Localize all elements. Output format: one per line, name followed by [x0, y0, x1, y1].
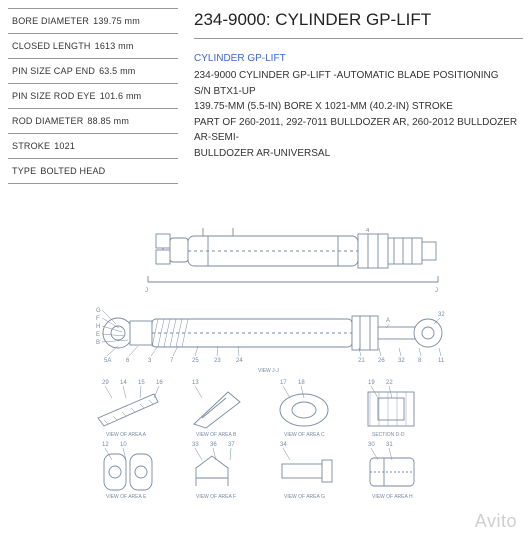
spec-row: ROD DIAMETER 88.85 mm: [8, 108, 178, 134]
spec-value: 88.85 mm: [87, 116, 129, 126]
svg-text:SECTION D-D: SECTION D-D: [372, 432, 405, 438]
spec-value: 63.5 mm: [99, 66, 135, 76]
watermark: Avito: [475, 511, 517, 532]
svg-text:25: 25: [192, 358, 199, 364]
svg-text:J: J: [435, 288, 438, 294]
spec-label: CLOSED LENGTH: [12, 41, 91, 51]
svg-text:34: 34: [280, 442, 287, 448]
part-subtitle: CYLINDER GP-LIFT: [194, 53, 523, 64]
svg-text:24: 24: [236, 358, 243, 364]
svg-text:31: 31: [386, 442, 393, 448]
svg-text:22: 22: [386, 380, 393, 386]
svg-text:37: 37: [228, 442, 235, 448]
svg-text:14: 14: [120, 380, 127, 386]
svg-text:A: A: [386, 318, 390, 324]
description-line: 234-9000 CYLINDER GP-LIFT -AUTOMATIC BLA…: [194, 68, 523, 84]
svg-text:5A: 5A: [104, 358, 111, 364]
part-title: 234-9000: CYLINDER GP-LIFT: [194, 10, 523, 39]
svg-text:E: E: [96, 332, 100, 338]
spec-label: PIN SIZE CAP END: [12, 66, 95, 76]
svg-text:33: 33: [192, 442, 199, 448]
svg-text:32: 32: [398, 358, 405, 364]
svg-text:10: 10: [120, 442, 127, 448]
svg-text:3: 3: [148, 358, 152, 364]
svg-text:VIEW OF AREA F: VIEW OF AREA F: [196, 494, 236, 500]
spec-row: STROKE 1021: [8, 133, 178, 159]
svg-text:21: 21: [358, 358, 365, 364]
svg-text:4: 4: [366, 228, 370, 234]
svg-text:VIEW OF AREA H: VIEW OF AREA H: [372, 494, 413, 500]
svg-text:11: 11: [438, 358, 445, 364]
spec-value: 139.75 mm: [93, 16, 140, 26]
svg-text:VIEW OF AREA A: VIEW OF AREA A: [106, 432, 147, 438]
svg-text:VIEW OF AREA B: VIEW OF AREA B: [196, 432, 237, 438]
svg-text:7: 7: [170, 358, 174, 364]
spec-table: BORE DIAMETER 139.75 mm CLOSED LENGTH 1613 …: [8, 8, 178, 183]
spec-value: 1613 mm: [95, 41, 134, 51]
spec-row: PIN SIZE ROD EYE 101.6 mm: [8, 83, 178, 109]
svg-text:D: D: [200, 228, 205, 229]
spec-label: STROKE: [12, 141, 50, 151]
part-description: 234-9000 CYLINDER GP-LIFT -AUTOMATIC BLA…: [194, 68, 523, 161]
svg-text:18: 18: [298, 380, 305, 386]
svg-text:19: 19: [368, 380, 375, 386]
svg-text:F: F: [96, 316, 100, 322]
svg-text:B: B: [96, 340, 100, 346]
svg-text:16: 16: [156, 380, 163, 386]
svg-text:VIEW OF AREA C: VIEW OF AREA C: [284, 432, 325, 438]
spec-row: BORE DIAMETER 139.75 mm: [8, 8, 178, 34]
svg-text:H: H: [96, 324, 100, 330]
spec-value: 101.6 mm: [100, 91, 142, 101]
svg-text:30: 30: [368, 442, 375, 448]
main-content: 234-9000: CYLINDER GP-LIFT CYLINDER GP-L…: [178, 8, 523, 183]
svg-text:23: 23: [214, 358, 221, 364]
spec-row: TYPE BOLTED HEAD: [8, 158, 178, 184]
svg-text:VIEW OF AREA E: VIEW OF AREA E: [106, 494, 147, 500]
svg-text:13: 13: [192, 380, 199, 386]
svg-text:G: G: [96, 308, 101, 314]
description-line: BULLDOZER AR-UNIVERSAL: [194, 146, 523, 162]
description-line: PART OF 260-2011, 292-7011 BULLDOZER AR,…: [194, 115, 523, 146]
svg-text:36: 36: [210, 442, 217, 448]
spec-value: BOLTED HEAD: [40, 166, 105, 176]
svg-text:32: 32: [438, 312, 445, 318]
spec-label: PIN SIZE ROD EYE: [12, 91, 96, 101]
svg-text:17: 17: [280, 380, 287, 386]
spec-row: CLOSED LENGTH 1613 mm: [8, 33, 178, 59]
svg-text:8: 8: [418, 358, 422, 364]
description-line: 139.75-MM (5.5-IN) BORE X 1021-MM (40.2-…: [194, 99, 523, 115]
svg-text:C: C: [230, 228, 235, 229]
spec-label: BORE DIAMETER: [12, 16, 89, 26]
svg-text:6: 6: [126, 358, 130, 364]
spec-label: TYPE: [12, 166, 36, 176]
svg-text:29: 29: [102, 380, 109, 386]
description-line: S/N BTX1-UP: [194, 84, 523, 100]
spec-value: 1021: [54, 141, 75, 151]
spec-row: PIN SIZE CAP END 63.5 mm: [8, 58, 178, 84]
svg-text:VIEW J-J: VIEW J-J: [258, 368, 279, 374]
svg-text:VIEW OF AREA G: VIEW OF AREA G: [284, 494, 325, 500]
svg-text:J: J: [145, 288, 148, 294]
svg-text:12: 12: [102, 442, 109, 448]
svg-text:15: 15: [138, 380, 145, 386]
svg-text:26: 26: [378, 358, 385, 364]
spec-label: ROD DIAMETER: [12, 116, 83, 126]
engineering-diagram: DC4JJGFHEB5A637252324A21263281132VIEW J-…: [8, 228, 523, 504]
